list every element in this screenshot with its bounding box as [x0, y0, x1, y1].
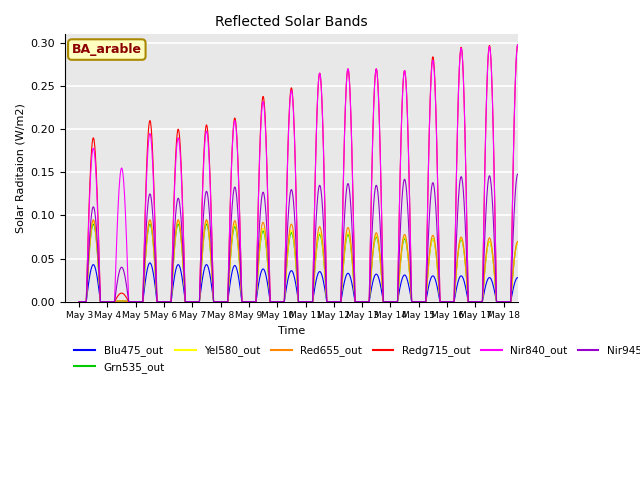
Y-axis label: Solar Raditaion (W/m2): Solar Raditaion (W/m2) [15, 103, 25, 233]
Title: Reflected Solar Bands: Reflected Solar Bands [215, 15, 368, 29]
X-axis label: Time: Time [278, 326, 305, 336]
Text: BA_arable: BA_arable [72, 43, 142, 56]
Legend: Blu475_out, Grn535_out, Yel580_out, Red655_out, Redg715_out, Nir840_out, Nir945_: Blu475_out, Grn535_out, Yel580_out, Red6… [70, 341, 640, 377]
